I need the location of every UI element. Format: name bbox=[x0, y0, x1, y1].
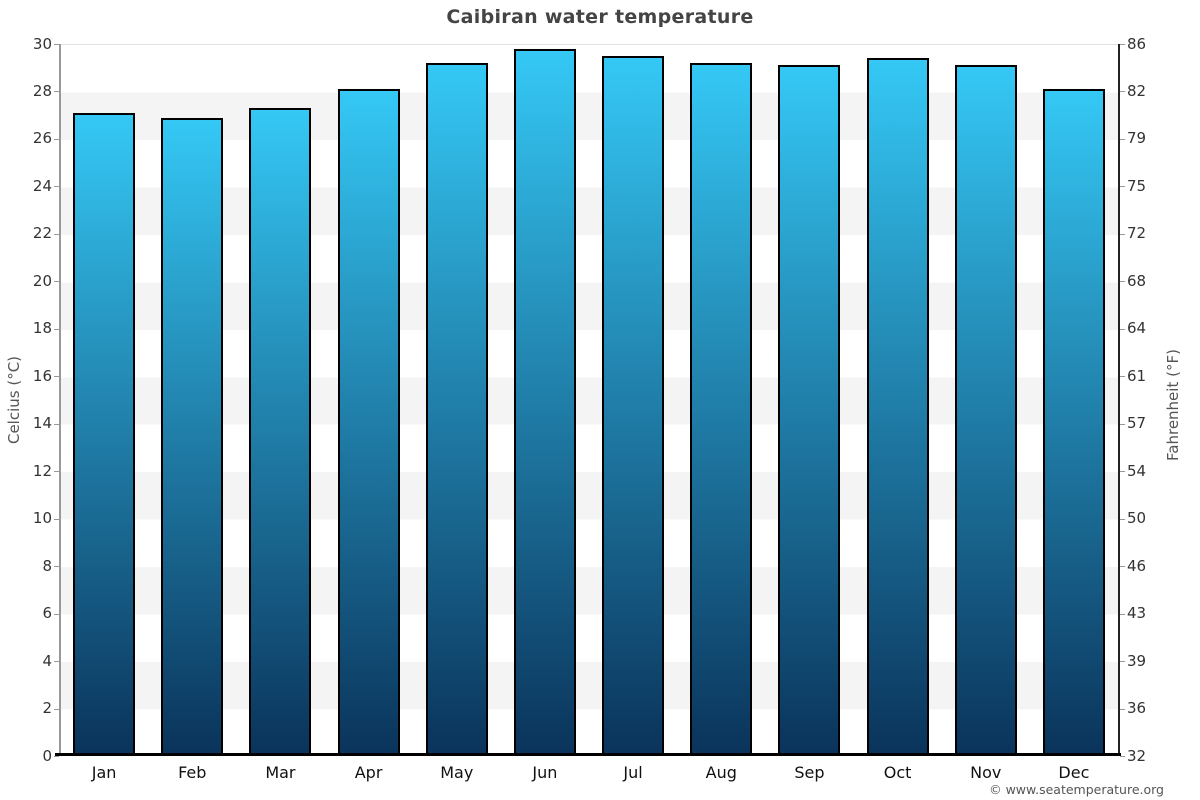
fahrenheit-tick-label-72: 72 bbox=[1127, 224, 1147, 243]
fahrenheit-tick-label-43: 43 bbox=[1127, 604, 1147, 623]
month-label-jan: Jan bbox=[91, 763, 117, 782]
fahrenheit-tick-mark bbox=[1120, 376, 1125, 378]
celsius-tick-mark bbox=[54, 756, 59, 757]
fahrenheit-tick-label-79: 79 bbox=[1127, 129, 1147, 148]
celsius-tick-mark bbox=[54, 328, 59, 330]
celsius-tick-label-6: 6 bbox=[42, 604, 52, 623]
celsius-tick-mark bbox=[54, 423, 59, 425]
celsius-tick-label-26: 26 bbox=[32, 129, 52, 148]
fahrenheit-tick-mark bbox=[1120, 328, 1125, 330]
celsius-tick-mark bbox=[54, 708, 59, 710]
bar-jul bbox=[602, 55, 665, 756]
fahrenheit-tick-mark bbox=[1120, 44, 1125, 45]
month-label-aug: Aug bbox=[705, 763, 737, 782]
celsius-tick-mark bbox=[54, 91, 59, 93]
celsius-tick-label-18: 18 bbox=[32, 319, 52, 338]
celsius-tick-mark bbox=[54, 661, 59, 663]
fahrenheit-tick-mark bbox=[1120, 756, 1125, 757]
month-label-apr: Apr bbox=[354, 763, 383, 782]
celsius-tick-mark bbox=[54, 44, 59, 45]
fahrenheit-tick-mark bbox=[1120, 281, 1125, 283]
celsius-tick-mark bbox=[54, 138, 59, 140]
fahrenheit-tick-mark bbox=[1120, 423, 1125, 425]
bar-oct bbox=[866, 58, 929, 756]
celsius-tick-label-16: 16 bbox=[32, 366, 52, 385]
celsius-tick-label-30: 30 bbox=[32, 34, 52, 53]
fahrenheit-tick-mark bbox=[1120, 91, 1125, 93]
fahrenheit-tick-label-36: 36 bbox=[1127, 699, 1147, 718]
bar-jun bbox=[513, 48, 576, 756]
celsius-tick-label-28: 28 bbox=[32, 81, 52, 100]
fahrenheit-tick-mark bbox=[1120, 566, 1125, 568]
bar-mar bbox=[249, 108, 312, 756]
month-label-sep: Sep bbox=[794, 763, 825, 782]
celsius-tick-label-14: 14 bbox=[32, 414, 52, 433]
month-label-dec: Dec bbox=[1058, 763, 1090, 782]
fahrenheit-tick-label-46: 46 bbox=[1127, 556, 1147, 575]
celsius-tick-label-10: 10 bbox=[32, 509, 52, 528]
bar-jan bbox=[73, 112, 136, 756]
bar-apr bbox=[337, 89, 400, 756]
fahrenheit-tick-mark bbox=[1120, 518, 1125, 520]
celsius-tick-mark bbox=[54, 471, 59, 473]
celsius-tick-label-8: 8 bbox=[42, 556, 52, 575]
month-label-jun: Jun bbox=[532, 763, 558, 782]
fahrenheit-tick-mark bbox=[1120, 186, 1125, 188]
celsius-tick-mark bbox=[54, 281, 59, 283]
bar-feb bbox=[161, 117, 224, 756]
month-label-may: May bbox=[440, 763, 474, 782]
fahrenheit-tick-label-64: 64 bbox=[1127, 319, 1147, 338]
x-axis-baseline bbox=[55, 753, 1121, 756]
fahrenheit-tick-mark bbox=[1120, 661, 1125, 663]
celsius-tick-label-20: 20 bbox=[32, 271, 52, 290]
celsius-tick-mark bbox=[54, 376, 59, 378]
bar-nov bbox=[954, 65, 1017, 756]
celsius-tick-label-22: 22 bbox=[32, 224, 52, 243]
fahrenheit-tick-label-75: 75 bbox=[1127, 176, 1147, 195]
celsius-axis-line bbox=[59, 44, 61, 756]
celsius-tick-label-24: 24 bbox=[32, 176, 52, 195]
fahrenheit-tick-mark bbox=[1120, 233, 1125, 235]
month-label-oct: Oct bbox=[883, 763, 912, 782]
celsius-tick-label-12: 12 bbox=[32, 461, 52, 480]
fahrenheit-tick-label-61: 61 bbox=[1127, 366, 1147, 385]
celsius-tick-mark bbox=[54, 518, 59, 520]
fahrenheit-tick-label-68: 68 bbox=[1127, 271, 1147, 290]
fahrenheit-tick-label-57: 57 bbox=[1127, 414, 1147, 433]
fahrenheit-axis-title: Fahrenheit (°F) bbox=[1164, 349, 1182, 461]
fahrenheit-tick-label-50: 50 bbox=[1127, 509, 1147, 528]
bar-may bbox=[425, 63, 488, 756]
month-label-feb: Feb bbox=[178, 763, 207, 782]
chart-title: Caibiran water temperature bbox=[446, 6, 754, 28]
bar-dec bbox=[1042, 89, 1105, 756]
copyright-credit: © www.seatemperature.org bbox=[989, 782, 1164, 797]
fahrenheit-tick-label-86: 86 bbox=[1127, 34, 1147, 53]
plot-area bbox=[60, 44, 1118, 756]
bar-aug bbox=[690, 63, 753, 756]
fahrenheit-tick-label-39: 39 bbox=[1127, 651, 1147, 670]
fahrenheit-tick-mark bbox=[1120, 138, 1125, 140]
fahrenheit-tick-mark bbox=[1120, 613, 1125, 615]
fahrenheit-tick-mark bbox=[1120, 471, 1125, 473]
month-label-jul: Jul bbox=[623, 763, 643, 782]
celsius-tick-label-0: 0 bbox=[42, 746, 52, 765]
bar-sep bbox=[778, 65, 841, 756]
celsius-tick-mark bbox=[54, 233, 59, 235]
celsius-tick-mark bbox=[54, 613, 59, 615]
fahrenheit-tick-label-82: 82 bbox=[1127, 81, 1147, 100]
celsius-axis-title: Celcius (°C) bbox=[5, 355, 23, 445]
fahrenheit-tick-label-54: 54 bbox=[1127, 461, 1147, 480]
celsius-tick-mark bbox=[54, 186, 59, 188]
fahrenheit-tick-mark bbox=[1120, 708, 1125, 710]
celsius-tick-label-4: 4 bbox=[42, 651, 52, 670]
celsius-tick-mark bbox=[54, 566, 59, 568]
fahrenheit-axis-line bbox=[1118, 44, 1120, 756]
fahrenheit-tick-label-32: 32 bbox=[1127, 746, 1147, 765]
month-label-nov: Nov bbox=[970, 763, 1002, 782]
month-label-mar: Mar bbox=[265, 763, 296, 782]
celsius-tick-label-2: 2 bbox=[42, 699, 52, 718]
